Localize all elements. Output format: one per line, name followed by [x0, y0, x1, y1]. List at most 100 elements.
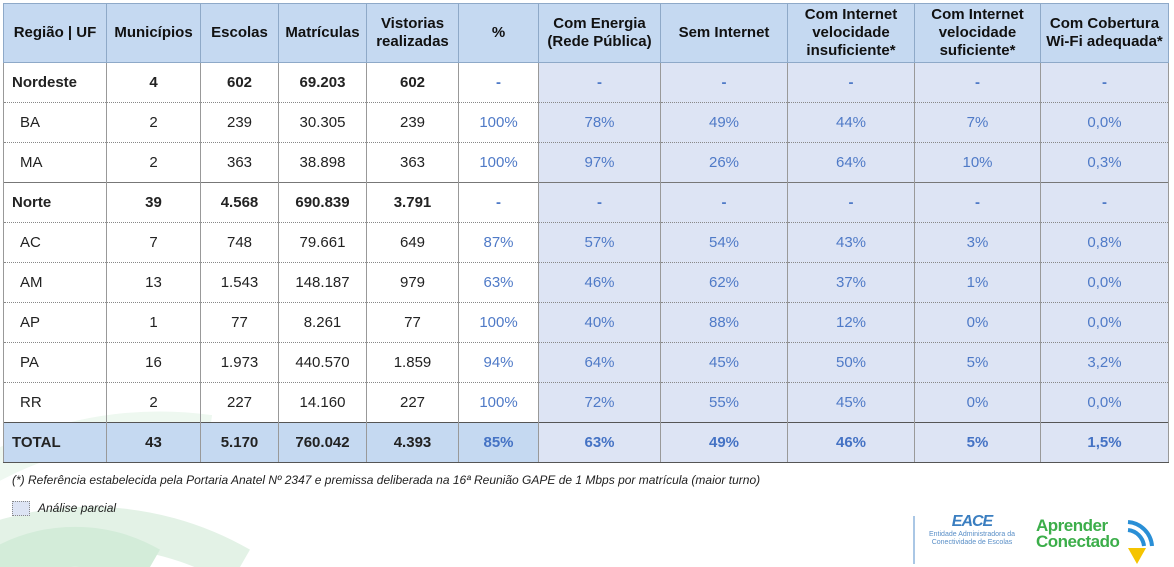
column-header: Região | UF — [3, 3, 107, 63]
table-cell: 85% — [458, 422, 539, 463]
table-cell: 100% — [458, 142, 539, 183]
table-cell: 602 — [366, 62, 459, 103]
table-cell: 72% — [538, 382, 661, 423]
table-cell: - — [660, 182, 788, 223]
table-cell: 37% — [787, 262, 915, 303]
table-cell: - — [1040, 182, 1169, 223]
table-cell: TOTAL — [3, 422, 107, 463]
table-cell: 100% — [458, 382, 539, 423]
table-cell: 13 — [106, 262, 201, 303]
table-cell: 49% — [660, 422, 788, 463]
table-cell: 0,0% — [1040, 262, 1169, 303]
table-cell: 0% — [914, 382, 1041, 423]
table-row: RR 2 227 14.160 227 100% 72% 55% 45% 0% 0,0% — [3, 382, 1169, 423]
table-cell: - — [914, 62, 1041, 103]
eace-logo: EACE Entidade Administradora da Conectivi… — [922, 513, 1022, 547]
legend-swatch — [12, 501, 30, 517]
table-cell: 69.203 — [278, 62, 367, 103]
table-cell: 1 — [106, 302, 201, 343]
column-header: Com Energia (Rede Pública) — [538, 3, 661, 63]
table-cell: 87% — [458, 222, 539, 263]
table-cell: AC — [3, 222, 107, 263]
table-row: BA 2 239 30.305 239 100% 78% 49% 44% 7% 0,0% — [3, 102, 1169, 143]
table-cell: 5% — [914, 342, 1041, 383]
table-cell: 2 — [106, 102, 201, 143]
table-cell: 57% — [538, 222, 661, 263]
table-cell: Norte — [3, 182, 107, 223]
table-cell: RR — [3, 382, 107, 423]
table-cell: 64% — [787, 142, 915, 183]
header-row: Região | UF Municípios Escolas Matrículas Vi… — [3, 3, 1169, 63]
table-cell: Nordeste — [3, 62, 107, 103]
table-cell: 14.160 — [278, 382, 367, 423]
legend: Análise parcial — [12, 501, 116, 517]
column-header: % — [458, 3, 539, 63]
table-row: TOTAL 43 5.170 760.042 4.393 85% 63% 49% 46% 5% 1,… — [3, 422, 1169, 463]
column-header: Escolas — [200, 3, 279, 63]
table-cell: 0,0% — [1040, 302, 1169, 343]
table-cell: 3% — [914, 222, 1041, 263]
table-cell: 5% — [914, 422, 1041, 463]
table-cell: 4 — [106, 62, 201, 103]
table-cell: 690.839 — [278, 182, 367, 223]
table-cell: 0% — [914, 302, 1041, 343]
table-cell: 43% — [787, 222, 915, 263]
column-header: Matrículas — [278, 3, 367, 63]
table-cell: 45% — [660, 342, 788, 383]
table-cell: 227 — [200, 382, 279, 423]
table-cell: 239 — [366, 102, 459, 143]
table-row: AC 7 748 79.661 649 87% 57% 54% 43% 3% 0,8% — [3, 222, 1169, 263]
table-cell: - — [914, 182, 1041, 223]
table-cell: 10% — [914, 142, 1041, 183]
table-cell: 7% — [914, 102, 1041, 143]
table-cell: 148.187 — [278, 262, 367, 303]
table-cell: 100% — [458, 102, 539, 143]
table-cell: 46% — [538, 262, 661, 303]
table-cell: 94% — [458, 342, 539, 383]
table-cell: 5.170 — [200, 422, 279, 463]
table-cell: 2 — [106, 142, 201, 183]
table-cell: 979 — [366, 262, 459, 303]
logo-text: Aprender — [1036, 516, 1108, 535]
table-cell: 0,8% — [1040, 222, 1169, 263]
table-cell: BA — [3, 102, 107, 143]
logo-text: Conectado — [1036, 532, 1120, 551]
table-cell: 0,0% — [1040, 382, 1169, 423]
table-cell: 63% — [458, 262, 539, 303]
data-table: Região | UF Municípios Escolas Matrículas Vi… — [3, 3, 1169, 463]
table-cell: 649 — [366, 222, 459, 263]
column-header: Municípios — [106, 3, 201, 63]
table-cell: AM — [3, 262, 107, 303]
table-cell: 79.661 — [278, 222, 367, 263]
table-row: AP 1 77 8.261 77 100% 40% 88% 12% 0% 0,0% — [3, 302, 1169, 343]
table-cell: - — [787, 182, 915, 223]
table-cell: 30.305 — [278, 102, 367, 143]
table-cell: - — [1040, 62, 1169, 103]
table-cell: MA — [3, 142, 107, 183]
table-cell: 50% — [787, 342, 915, 383]
column-header: Com Internet velocidade suficiente* — [914, 3, 1041, 63]
table-cell: 2 — [106, 382, 201, 423]
table-cell: 0,3% — [1040, 142, 1169, 183]
table-cell: 45% — [787, 382, 915, 423]
table-cell: 16 — [106, 342, 201, 383]
table-row: Norte 39 4.568 690.839 3.791- - - - - - — [3, 182, 1169, 223]
table-cell: 440.570 — [278, 342, 367, 383]
aprender-logo: Aprender Conectado — [1036, 516, 1120, 551]
table-cell: 7 — [106, 222, 201, 263]
table-cell: 363 — [200, 142, 279, 183]
table-cell: 3,2% — [1040, 342, 1169, 383]
table-row: AM 13 1.543 148.187 979 63% 46% 62% 37% 1% 0,0% — [3, 262, 1169, 303]
table-cell: 227 — [366, 382, 459, 423]
table-cell: 239 — [200, 102, 279, 143]
table-cell: 1% — [914, 262, 1041, 303]
table-cell: 38.898 — [278, 142, 367, 183]
table-cell: 62% — [660, 262, 788, 303]
column-header: Vistorias realizadas — [366, 3, 459, 63]
footnote: (*) Referência estabelecida pela Portari… — [12, 473, 761, 487]
table-cell: 3.791 — [366, 182, 459, 223]
eace-name: EACE — [951, 513, 993, 530]
table-cell: PA — [3, 342, 107, 383]
table-cell: - — [538, 62, 661, 103]
